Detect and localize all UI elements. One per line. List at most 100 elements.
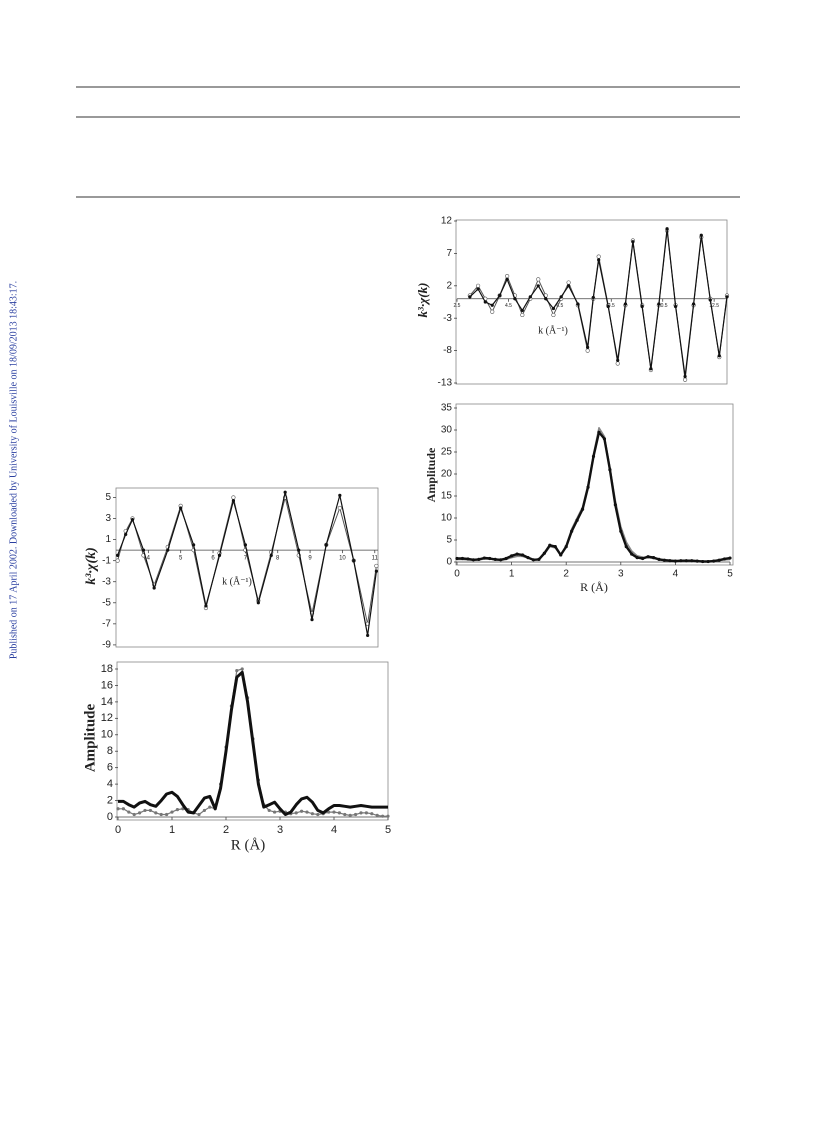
x-tick-label: 2.5 bbox=[454, 303, 461, 309]
x-tick-label: 10.5 bbox=[658, 303, 668, 309]
data-point bbox=[683, 374, 687, 379]
data-point bbox=[606, 304, 610, 309]
data-point bbox=[352, 559, 356, 563]
data-point bbox=[542, 551, 546, 555]
y-tick-label: 7 bbox=[446, 248, 452, 259]
x-tick-label: 5 bbox=[385, 824, 391, 836]
x-tick-label: 1 bbox=[169, 824, 175, 836]
data-point bbox=[366, 633, 370, 638]
data-point bbox=[553, 544, 557, 549]
data-point bbox=[235, 669, 239, 673]
x-tick-label: 3 bbox=[277, 824, 283, 836]
y-tick-label: 20 bbox=[441, 469, 453, 480]
series-line bbox=[118, 670, 388, 816]
data-point bbox=[559, 553, 563, 557]
x-tick-label: 2 bbox=[563, 569, 569, 580]
data-point bbox=[564, 544, 568, 549]
data-point bbox=[640, 304, 644, 309]
data-point bbox=[337, 811, 342, 815]
y-tick-label: 10 bbox=[441, 513, 453, 524]
data-point bbox=[327, 810, 331, 814]
x-tick-label: 10 bbox=[339, 556, 346, 562]
data-point bbox=[498, 293, 502, 298]
y-tick-label: 2 bbox=[446, 280, 452, 291]
data-point bbox=[657, 302, 661, 306]
data-point bbox=[166, 548, 170, 552]
data-point bbox=[493, 557, 497, 561]
y-axis-label: Amplitude bbox=[424, 447, 438, 502]
data-point bbox=[165, 812, 169, 817]
x-tick-label: 7 bbox=[244, 556, 248, 562]
plot-frame bbox=[115, 487, 379, 648]
data-point bbox=[706, 559, 710, 564]
data-point bbox=[504, 556, 508, 561]
y-tick-label: -1 bbox=[102, 555, 111, 566]
data-point bbox=[370, 812, 374, 816]
data-point bbox=[305, 810, 309, 814]
data-point bbox=[635, 555, 639, 560]
data-point bbox=[354, 812, 358, 817]
data-point bbox=[197, 812, 201, 817]
data-point bbox=[630, 552, 634, 556]
data-point bbox=[576, 302, 580, 306]
data-point bbox=[192, 543, 196, 547]
y-tick-label: 3 bbox=[105, 513, 111, 524]
data-point bbox=[482, 556, 486, 560]
data-point bbox=[297, 548, 301, 552]
y-tick-label: 4 bbox=[107, 778, 113, 790]
x-tick-label: 0 bbox=[115, 824, 121, 836]
data-point bbox=[596, 254, 601, 259]
data-point bbox=[471, 558, 475, 562]
data-point bbox=[159, 812, 163, 817]
data-point bbox=[566, 284, 571, 288]
data-point bbox=[536, 277, 541, 282]
y-tick-label: 0 bbox=[107, 811, 113, 823]
data-point bbox=[515, 552, 519, 556]
data-point bbox=[170, 810, 174, 814]
series-line bbox=[457, 427, 731, 562]
x-tick-label: 11 bbox=[372, 556, 379, 562]
data-point bbox=[615, 361, 620, 366]
data-point bbox=[526, 555, 530, 560]
data-point bbox=[597, 258, 601, 262]
data-point bbox=[338, 493, 342, 497]
data-point bbox=[455, 556, 459, 561]
data-point bbox=[585, 348, 590, 353]
x-axis-label: k (Å⁻¹) bbox=[538, 324, 568, 336]
x-tick-label: 4 bbox=[147, 556, 151, 562]
data-point bbox=[665, 227, 669, 231]
series-line bbox=[457, 431, 731, 563]
data-point bbox=[152, 586, 156, 590]
data-point bbox=[179, 506, 183, 510]
x-tick-label: 6.5 bbox=[556, 303, 563, 309]
data-point bbox=[154, 811, 158, 815]
data-point bbox=[712, 559, 716, 563]
y-tick-label: 12 bbox=[101, 712, 113, 724]
data-point bbox=[602, 437, 607, 441]
data-point bbox=[690, 559, 694, 563]
x-tick-label: 0 bbox=[454, 569, 460, 580]
y-tick-label: -3 bbox=[443, 313, 452, 324]
data-point bbox=[684, 559, 688, 563]
x-tick-label: 1 bbox=[509, 569, 515, 580]
y-tick-label: -8 bbox=[443, 345, 452, 356]
data-point bbox=[116, 553, 120, 557]
data-point bbox=[651, 555, 656, 560]
data-point bbox=[116, 807, 120, 811]
x-tick-label: 9 bbox=[308, 556, 312, 562]
data-point bbox=[283, 490, 287, 494]
data-point bbox=[460, 556, 465, 561]
data-point bbox=[267, 808, 271, 813]
x-tick-label: 4.5 bbox=[505, 303, 512, 309]
data-point bbox=[300, 809, 304, 813]
data-point bbox=[499, 558, 503, 562]
data-point bbox=[386, 814, 390, 818]
data-point bbox=[623, 302, 628, 306]
series-line bbox=[117, 491, 377, 636]
data-point bbox=[722, 557, 727, 561]
y-tick-label: 8 bbox=[107, 745, 113, 757]
data-point bbox=[348, 813, 352, 817]
data-point bbox=[551, 312, 556, 318]
data-point bbox=[138, 811, 142, 815]
